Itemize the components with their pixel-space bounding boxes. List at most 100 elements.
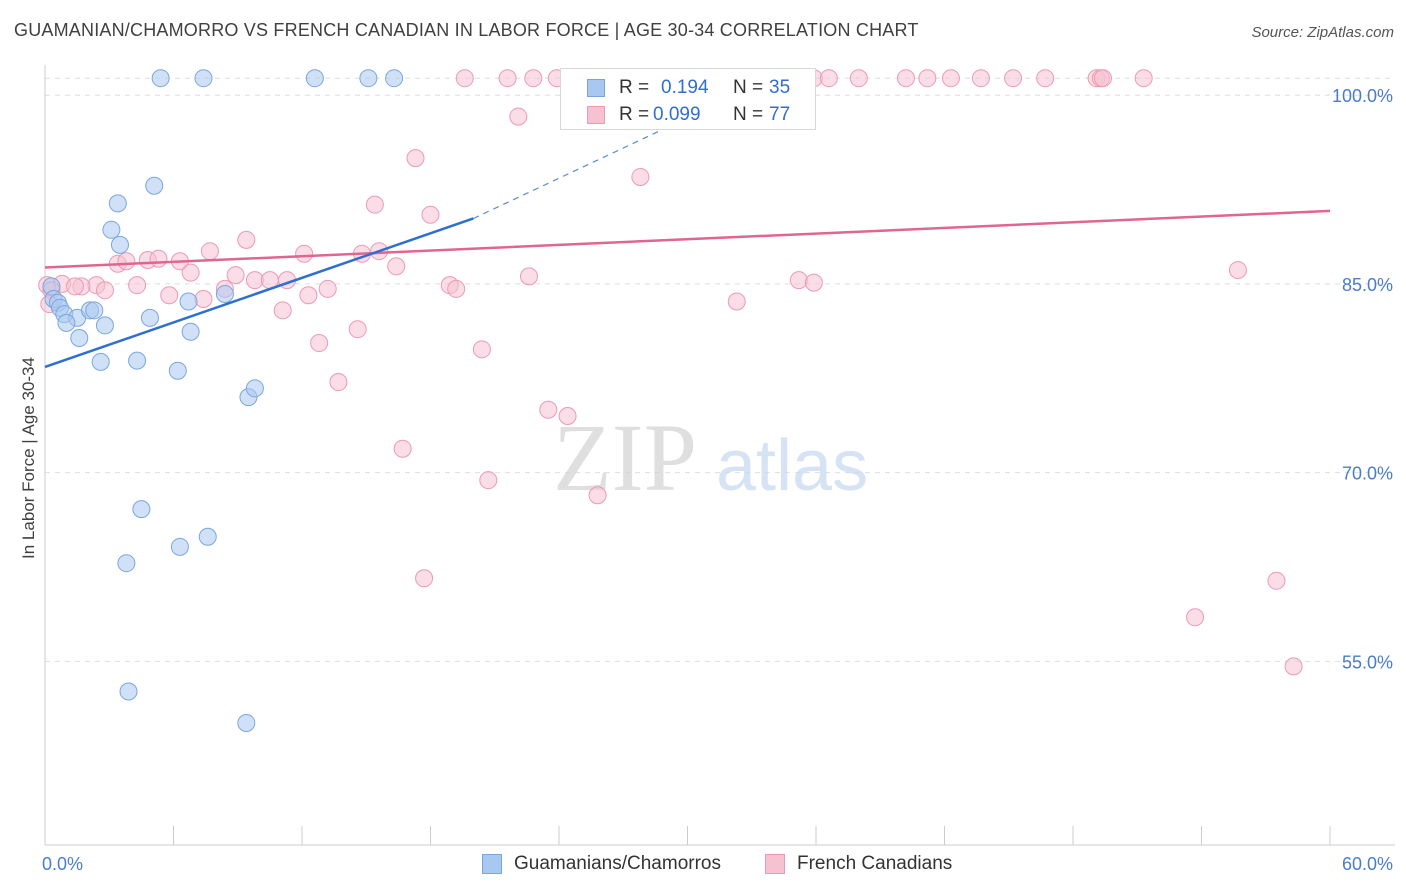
- legend-swatch-blue: [587, 79, 605, 97]
- point-french-canadian: [896, 69, 915, 88]
- point-french-canadian: [273, 301, 292, 320]
- watermark-atlas: atlas: [716, 426, 868, 506]
- point-french-canadian: [117, 252, 136, 271]
- x-tick-label: 60.0%: [1342, 854, 1393, 874]
- point-french-canadian: [128, 276, 147, 295]
- watermark-zip: ZIP: [553, 404, 697, 511]
- point-french-canadian: [520, 267, 539, 286]
- point-french-canadian: [509, 107, 528, 126]
- trend-line-guamanians: [44, 217, 474, 369]
- point-french-canadian: [406, 149, 425, 168]
- point-guamanian: [215, 284, 234, 303]
- point-french-canadian: [226, 266, 245, 285]
- point-french-canadian: [387, 257, 406, 276]
- point-french-canadian: [393, 439, 412, 458]
- series-guamanians: [42, 69, 404, 732]
- point-guamanian: [85, 301, 104, 320]
- trend-line-french-canadians: [44, 209, 1331, 269]
- legend-r-value: 0.194: [661, 77, 709, 98]
- gridlines: [45, 77, 1395, 662]
- point-guamanian: [110, 235, 129, 254]
- point-french-canadian: [447, 279, 466, 298]
- legend-r-label: R =: [619, 77, 650, 98]
- legend-swatch-blue: [482, 854, 502, 874]
- watermark: ZIP atlas: [553, 404, 868, 511]
- series-legend-label: French Canadians: [797, 853, 953, 874]
- point-guamanian: [305, 69, 324, 88]
- point-french-canadian: [160, 286, 179, 305]
- point-french-canadian: [415, 569, 434, 588]
- point-french-canadian: [95, 281, 114, 300]
- point-guamanian: [179, 292, 198, 311]
- point-guamanian: [140, 308, 159, 327]
- y-tick-label: 70.0%: [1342, 464, 1393, 484]
- point-french-canadian: [727, 292, 746, 311]
- point-french-canadian: [421, 205, 440, 224]
- point-guamanian: [102, 220, 121, 239]
- point-french-canadian: [819, 69, 838, 88]
- y-tick-label: 100.0%: [1332, 86, 1393, 106]
- point-french-canadian: [200, 242, 219, 261]
- x-tick-label: 0.0%: [42, 854, 83, 874]
- legend-n-value: 35: [769, 77, 791, 98]
- point-french-canadian: [1134, 69, 1153, 88]
- point-french-canadian: [849, 69, 868, 88]
- point-guamanian: [70, 329, 89, 347]
- point-french-canadian: [804, 273, 823, 292]
- legend-r-value: 0.099: [653, 104, 701, 125]
- point-guamanian: [128, 351, 147, 370]
- point-french-canadian: [348, 320, 367, 339]
- point-french-canadian: [329, 373, 348, 392]
- point-french-canadian: [1186, 608, 1205, 627]
- legend-swatch-pink: [587, 106, 605, 124]
- point-french-canadian: [789, 271, 808, 290]
- point-french-canadian: [631, 167, 650, 186]
- point-guamanian: [198, 527, 217, 546]
- point-french-canadian: [1004, 69, 1023, 88]
- point-guamanian: [151, 69, 170, 88]
- series-legend-label: Guamanians/Chamorros: [514, 853, 721, 874]
- point-guamanian: [168, 361, 187, 380]
- point-guamanian: [57, 313, 76, 332]
- point-guamanian: [119, 682, 138, 701]
- point-guamanian: [108, 194, 127, 213]
- point-french-canadian: [479, 471, 498, 490]
- chart-title: GUAMANIAN/CHAMORRO VS FRENCH CANADIAN IN…: [14, 20, 919, 40]
- legend-swatch-pink: [765, 854, 785, 874]
- point-guamanian: [237, 713, 256, 732]
- point-french-canadian: [295, 244, 314, 263]
- point-guamanian: [385, 69, 404, 88]
- point-french-canadian: [1228, 261, 1247, 280]
- point-french-canadian: [588, 486, 607, 505]
- point-french-canadian: [245, 271, 264, 290]
- point-french-canadian: [498, 69, 517, 88]
- y-axis-label: In Labor Force | Age 30-34: [19, 357, 38, 559]
- point-guamanian: [245, 379, 264, 398]
- point-french-canadian: [941, 69, 960, 88]
- point-guamanian: [145, 176, 164, 195]
- point-french-canadian: [539, 400, 558, 419]
- point-guamanian: [91, 352, 110, 371]
- point-guamanian: [170, 537, 189, 556]
- point-french-canadian: [149, 249, 168, 268]
- point-french-canadian: [524, 69, 543, 88]
- legend-r-label: R =: [619, 104, 650, 125]
- point-french-canadian: [971, 69, 990, 88]
- tick-labels: 55.0% 70.0% 85.0% 100.0% 0.0% 60.0%: [42, 86, 1393, 874]
- point-guamanian: [181, 322, 200, 341]
- point-guamanian: [359, 69, 378, 88]
- legend-n-label: N =: [733, 104, 764, 125]
- point-french-canadian: [1284, 657, 1303, 676]
- point-french-canadian: [472, 340, 491, 359]
- source-credit: Source: ZipAtlas.com: [1251, 24, 1394, 41]
- point-french-canadian: [1093, 69, 1112, 88]
- point-french-canadian: [318, 279, 337, 298]
- point-french-canadian: [558, 407, 577, 425]
- point-french-canadian: [181, 263, 200, 282]
- axes: [44, 65, 1395, 846]
- point-guamanian: [132, 500, 151, 519]
- legend-n-label: N =: [733, 77, 764, 98]
- point-french-canadian: [299, 286, 318, 305]
- y-tick-label: 55.0%: [1342, 652, 1393, 672]
